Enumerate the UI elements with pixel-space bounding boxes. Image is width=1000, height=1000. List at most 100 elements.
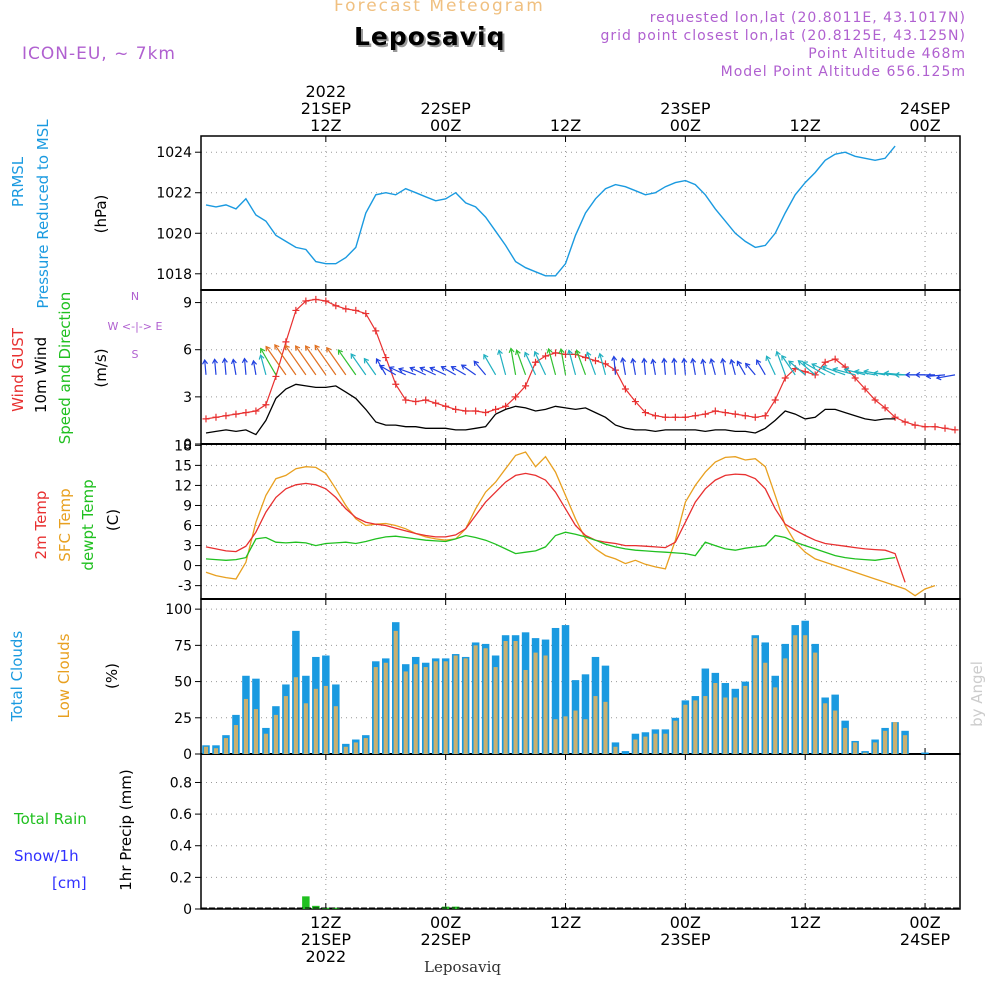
wind-arrow [516,350,527,376]
low-cloud-bar [543,655,548,754]
pressure-line [205,145,896,277]
time-label-top: 12Z [550,116,581,135]
watermark: by Angel [968,661,986,727]
wind-arrow-head [585,351,592,358]
wind-arrow-head [832,367,838,373]
rain-bar [302,896,310,909]
wind-arrow-head [709,358,715,364]
gust-marker [771,396,779,404]
wind-arrow-head [251,359,258,366]
wind-arrow-head [515,349,521,356]
low-cloud-bar [383,662,388,754]
y-tick-label: 9 [183,498,192,514]
wind-arrow [498,350,507,376]
wind-arrow [844,368,866,376]
low-cloud-bar [603,701,608,754]
low-cloud-bar [863,752,868,754]
low-cloud-bar [693,700,698,754]
low-cloud-bar [303,703,308,754]
low-cloud-bar [463,658,468,754]
wind-arrow [420,367,436,376]
gust-line [205,298,956,431]
low-cloud-bar [393,630,398,754]
low-cloud-bar [433,661,438,754]
gust-marker [232,410,240,418]
title-product: Forecast Meteogram [334,0,545,16]
wind-arrow [798,360,816,376]
y-tick-label: -3 [178,579,192,595]
wind-arrow-head [378,364,385,371]
low-cloud-bar [223,738,229,754]
gust-marker [811,371,819,379]
wind-arrow [214,359,217,375]
wind-arrow [510,348,517,375]
wind-arrow-head [409,366,416,372]
low-cloud-bar [643,736,648,754]
y-tick-label: 0 [183,559,192,575]
low-cloud-bar [213,748,219,754]
y-tick-label: 0.6 [170,807,192,823]
wind-arrow-head [440,365,447,372]
gust-marker [891,413,899,421]
wind-arrow [350,353,367,376]
wind-arrow [811,363,836,376]
wind-arrow [586,352,597,376]
wind-arrow [204,359,207,375]
gust-marker [581,354,589,362]
low-cloud-bar [483,648,488,754]
gust-marker [352,306,360,314]
wind-arrow-head [802,361,808,367]
panel-precip: 0 0.2 0.4 0.6 0.8 [170,753,961,918]
low-cloud-bar [573,710,578,754]
gust-marker [701,410,709,418]
wind-arrow [652,359,656,375]
wind-arrow [260,354,267,376]
gust-marker [432,399,440,407]
time-label-top: 21SEP [301,99,352,118]
wind-arrow [621,358,627,375]
footer-location: Leposaviq [424,958,501,976]
wind-arrow [776,351,786,376]
gust-marker [402,396,410,404]
temp-series [205,451,936,597]
total-cloud-label: Total Clouds [8,631,26,723]
pressure-label-1: PRMSL [9,156,27,207]
gust-marker [801,368,809,376]
rain-bar [332,907,340,909]
y-tick-label: 18 [174,438,192,454]
time-label-bottom: 00Z [909,913,940,932]
gust-marker [911,421,919,429]
wind-arrow [451,366,466,376]
time-label-top: 23SEP [660,99,711,118]
wind-arrow [936,374,956,379]
y-tick-label: 1020 [156,226,192,242]
low-cloud-bar [633,739,638,754]
rain-bar [451,906,460,909]
y-tick-label: 0.8 [170,775,192,791]
wind-arrow-head [259,347,266,354]
wind-arrow-head [935,374,942,381]
wind-arrow-head [460,364,467,370]
gust-marker [951,426,959,434]
wind-arrow-head [894,371,900,378]
gust-marker [781,374,789,382]
wind-arrow-head [700,358,707,365]
wind-arrow [802,361,826,376]
wind-arrow [663,358,666,375]
wind-arrow-head [797,360,804,366]
wind-arrow-head [398,367,404,373]
low-cloud-bar [553,719,558,754]
wind-arrow [410,367,426,376]
gust-marker [372,327,380,335]
wind-arrow [833,368,856,376]
wind-arrow-head [775,350,781,357]
wind-arrow-head [388,366,395,372]
wind-arrow-head [904,371,911,378]
gust-marker [931,423,939,431]
gust-marker [282,338,290,346]
wind-arrow-head [853,368,860,375]
gust-marker [941,424,949,432]
y-tick-label: 3 [183,539,192,555]
temp2m-label: 2m Temp [32,491,50,560]
wind-arrow-head [872,370,879,377]
